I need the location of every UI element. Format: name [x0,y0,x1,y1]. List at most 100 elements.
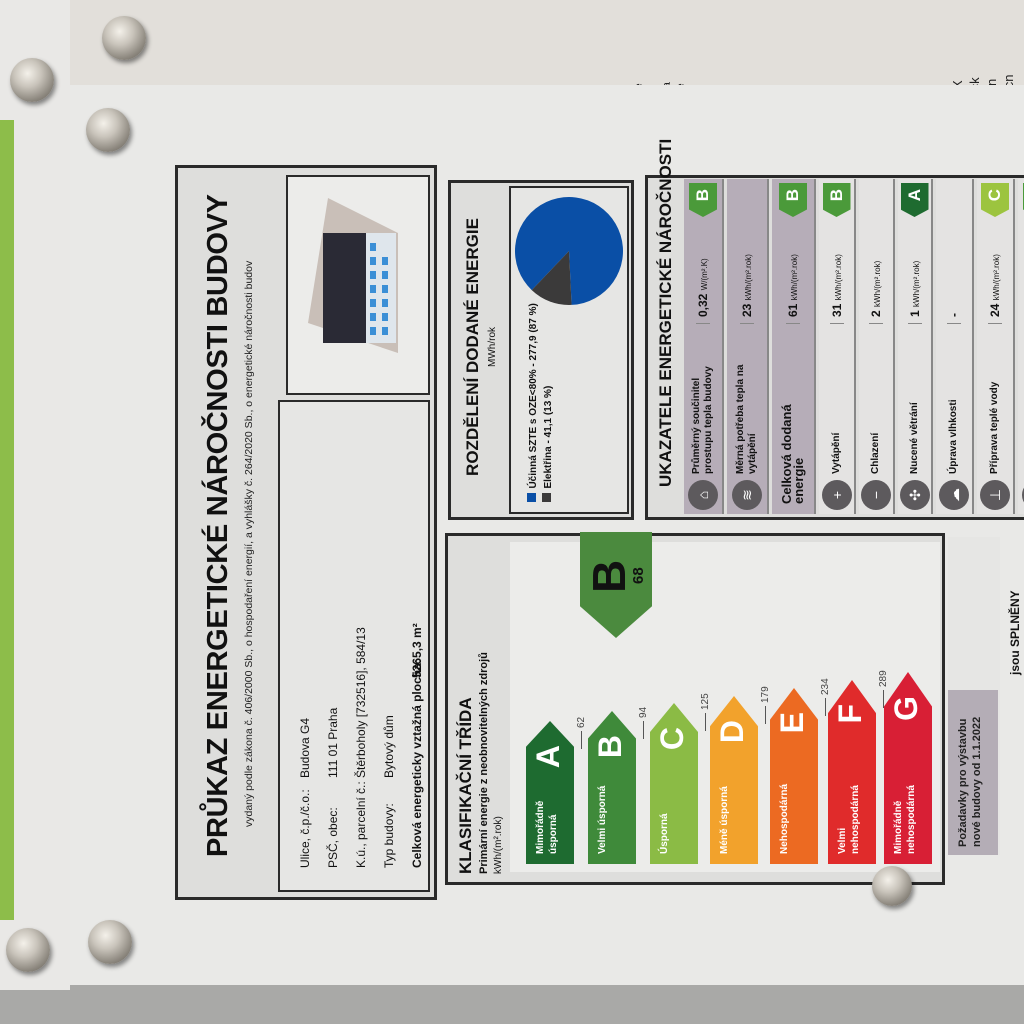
class-threshold: 125 [700,693,711,731]
class-letter: E [774,712,810,734]
indicator-label: Chlazení [870,432,881,474]
class-label: Velmi úsporná [597,785,608,854]
indicator-unit: kWh/(m².rok) [790,254,799,301]
class-bar-d: D Méně úsporná [710,696,758,864]
rating-letter: B [583,559,635,593]
class-label: Mimořádně úsporná [535,800,559,854]
classification-title: KLASIFIKAČNÍ TŘÍDA [456,697,475,874]
classification-scale: B 68 A Mimořádně úsporná B Velmi úsporná C Ús… [510,542,940,872]
indicator-value: 61 [786,303,800,317]
pie-slice [515,197,623,305]
rating-indicator: B 68 [580,532,652,638]
indicator-class-badge: C [981,183,1009,217]
indicator-row: − Chlazení 2 kWh/(m².rok) [859,179,895,514]
indicator-unit: kWh/(m².rok) [911,260,921,307]
background-paper-top: KonSCHPrům747 2+420info@www.INNEXHavlíčk… [70,0,1024,120]
indicator-row: ≋ Měrná potřeba tepla na vytápění 23 kWh/(… [727,179,769,514]
indicator-label: Celková dodaná energie [779,404,806,504]
indicator-row: Celková dodaná energie 61 kWh/(m².rok) B [772,179,816,514]
indicator-unit: kWh/(m².rok) [833,254,843,301]
rating-value: 68 [630,567,647,584]
pin [86,108,130,152]
indicator-value: 1 [907,310,922,317]
indicator-row: + Vytápění 31 kWh/(m².rok) B [819,179,856,514]
pin [872,866,912,906]
class-threshold: 62 [576,717,587,749]
distribution-title: ROZDĚLENÍ DODANÉ ENERGIE [463,218,482,476]
class-bar-g: G Mimořádně nehospodárná [884,672,932,864]
indicator-row: ✣ Nucené větrání 1 kWh/(m².rok) A [898,179,933,514]
info-label: PSČ, obec: [326,807,340,868]
indicator-class-badge: A [901,183,929,217]
class-bar-b: B Velmi úsporná [588,711,636,864]
classification-panel: KLASIFIKAČNÍ TŘÍDA Primární energie z ne… [445,533,945,885]
info-label: K.ú., parcelní č.: [354,781,368,868]
cooling-thermometer-icon: − [861,480,891,510]
heating-demand-icon: ≋ [732,480,762,510]
indicators-table: ⌂ Průměrný součinitel prostupu tepla budo… [684,179,1024,514]
indicator-class-badge: B [823,183,851,217]
indicator-row: ⌂ Průměrný součinitel prostupu tepla budo… [684,179,724,514]
pin [102,16,146,60]
info-label: Ulice, č.p./č.o.: [298,789,312,868]
info-value: 111 01 Praha [326,707,340,778]
indicator-class-badge: B [779,183,807,217]
class-letter: C [654,727,690,751]
class-label: Mimořádně nehospodárná [893,785,917,854]
green-strip [0,120,14,920]
pin [10,58,54,102]
indicator-row: ☼Osvětlení4 kWh/(m².rok)B [1018,179,1024,514]
info-row: PSČ, obec: 111 01 Praha [326,708,340,868]
indicator-row: ⊥ Příprava teplé vody 24 kWh/(m².rok) C [977,179,1015,514]
distribution-unit: MWh/rok [487,327,498,367]
class-letter: D [714,720,750,744]
info-value: 5265,3 m² [410,623,424,678]
indicator-value-cell: 23 kWh/(m².rok) [740,216,754,324]
house-icon: ⌂ [688,480,718,510]
indicator-label: Měrná potřeba tepla na vytápění [735,364,758,474]
background-paper-left [0,0,70,990]
legend-swatch [527,493,536,502]
class-letter: B [592,735,628,759]
classification-subtitle: Primární energie z neobnovitelných zdroj… [478,652,490,874]
requirements-panel: Požadavky pro výstavbu nové budovy od 1.… [948,537,1022,855]
indicator-unit: kWh/(m².rok) [744,254,753,301]
indicators-title: UKAZATELE ENERGETICKÉ NÁROČNOSTI [656,138,675,487]
pin [6,928,50,972]
indicators-panel: UKAZATELE ENERGETICKÉ NÁROČNOSTI ⌂ Průměr… [645,139,1024,520]
requirements-label: Požadavky pro výstavbu nové budovy od 1.… [948,690,998,855]
classification-unit: kWh/(m².rok) [493,816,504,874]
indicator-value-cell: 0,32 W/(m².K) [696,216,710,324]
class-letter: F [832,704,868,724]
class-bar-a: A Mimořádně úsporná [526,721,574,864]
indicator-value-cell: 31 kWh/(m².rok) [829,216,844,324]
indicator-unit: kWh/(m².rok) [992,254,1001,301]
page-title: PRŮKAZ ENERGETICKÉ NÁROČNOSTI BUDOVY [202,194,234,857]
building-illustration [308,198,398,353]
indicator-label: Průměrný součinitel prostupu tepla budov… [691,366,714,474]
class-threshold: 234 [820,678,831,716]
info-value: Bytový dům [382,715,396,778]
indicator-class-badge: B [689,183,717,217]
info-row: K.ú., parcelní č.: Štěrboholy [732516], 5… [354,627,368,868]
info-row: Ulice, č.p./č.o.: Budova G4 [298,718,312,868]
indicator-label: Příprava teplé vody [989,381,1000,474]
class-threshold: 289 [878,670,889,708]
info-label: Celková energeticky vztažná plocha: [410,659,424,868]
indicator-value: - [947,313,961,317]
indicator-value: 23 [740,303,754,317]
info-value: Budova G4 [298,717,312,778]
legend-item: Elektřina - 41,1 (13 %) [538,386,556,502]
distribution-chart: Účinná SZTE s OZE<80% - 277,9 (87 %) Ele… [509,186,629,514]
humidity-icon: ☁ [939,480,969,510]
indicator-unit: W/(m².K) [700,258,709,291]
indicator-value-cell: 2 kWh/(m².rok) [869,216,883,324]
indicator-value: 24 [988,303,1002,317]
info-row: Celková energeticky vztažná plocha: 5265,… [410,623,424,868]
indicator-row: ☁ Úprava vlhkosti - [936,179,974,514]
felt-board [0,985,1024,1024]
indicator-unit: kWh/(m².rok) [873,260,882,307]
info-row: Typ budovy: Bytový dům [382,715,396,868]
pin [88,920,132,964]
page-subtitle: vydaný podle zákona č. 406/2000 Sb., o h… [243,260,255,827]
